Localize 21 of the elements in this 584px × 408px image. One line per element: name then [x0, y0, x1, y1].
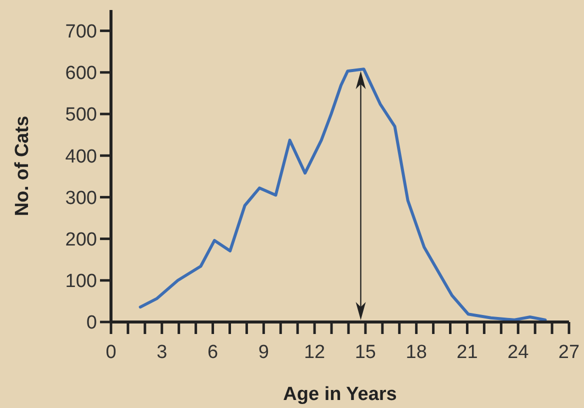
x-tick-label: 21 — [456, 342, 478, 363]
y-tick-label: 0 — [86, 312, 97, 334]
x-tick-label: 12 — [304, 342, 326, 363]
x-tick-label: 6 — [207, 342, 218, 363]
x-tick-label: 3 — [156, 342, 168, 363]
line-series — [138, 68, 547, 322]
x-tick-label: 0 — [106, 342, 116, 363]
y-tick-label: 600 — [65, 63, 97, 84]
y-tick-label: 700 — [65, 21, 97, 42]
y-tick-label: 100 — [65, 271, 97, 292]
y-tick-label: 300 — [65, 188, 97, 209]
x-tick-label: 15 — [354, 342, 376, 363]
x-tick-label: 18 — [406, 342, 427, 363]
y-tick-label: 400 — [65, 146, 97, 168]
x-axis-title: Age in Years — [283, 384, 397, 405]
y-axis-title: No. of Cats — [12, 116, 33, 216]
y-tick-label: 200 — [65, 229, 97, 250]
x-tick-label: 27 — [558, 342, 580, 363]
x-tick-label: 9 — [258, 342, 269, 363]
y-tick-label: 500 — [65, 104, 97, 126]
x-tick-label: 24 — [508, 342, 530, 363]
